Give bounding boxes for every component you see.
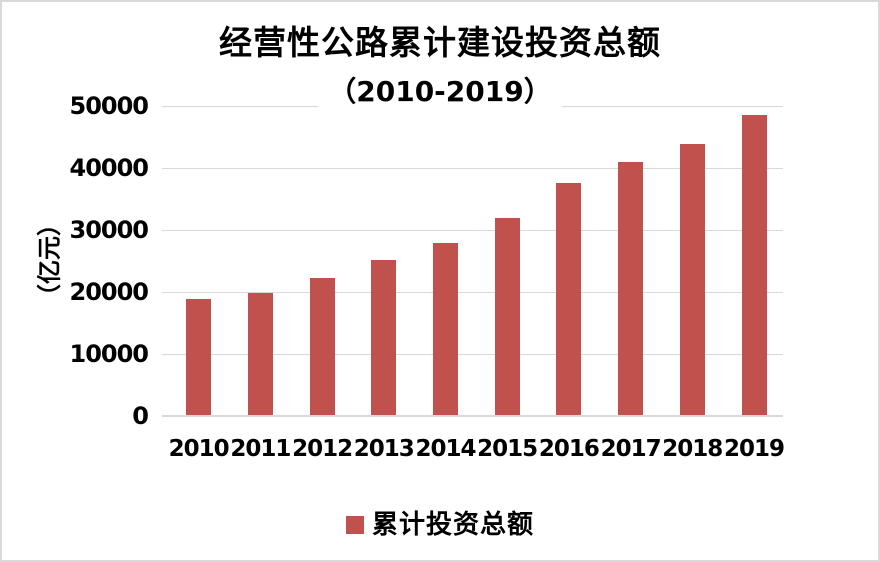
bar-2015 — [494, 217, 520, 416]
chart-title-line2: （2010-2019） — [318, 75, 562, 109]
bar-2012 — [309, 277, 335, 416]
gridline — [162, 230, 783, 231]
legend-label: 累计投资总额 — [371, 510, 534, 540]
y-axis-title: （亿元） — [35, 212, 64, 308]
x-tick-label-2016: 2016 — [538, 436, 600, 462]
gridline — [162, 292, 783, 293]
y-tick-label: 0 — [132, 402, 149, 430]
y-tick-label: 20000 — [69, 278, 150, 306]
legend-swatch — [345, 516, 364, 534]
legend: 累计投资总额 — [2, 509, 878, 541]
bar-2013 — [371, 260, 397, 416]
bar-2010 — [186, 298, 212, 416]
bar-2017 — [618, 162, 644, 416]
bar-2011 — [247, 292, 273, 416]
x-tick-label-2019: 2019 — [723, 436, 785, 462]
x-tick-label-2011: 2011 — [230, 436, 291, 462]
bar-2018 — [679, 143, 705, 416]
chart-title-line1: 经营性公路累计建设投资总额 — [219, 23, 661, 62]
x-axis-line — [162, 415, 783, 417]
y-tick-label: 10000 — [69, 340, 150, 368]
bar-2014 — [433, 243, 458, 416]
gridline — [162, 168, 783, 169]
x-tick-label-2018: 2018 — [662, 436, 723, 462]
x-tick-label-2012: 2012 — [292, 436, 353, 462]
y-tick-label: 30000 — [69, 216, 150, 244]
plot-area — [162, 106, 783, 417]
bar-2016 — [556, 182, 582, 416]
x-tick-label-2017: 2017 — [600, 436, 662, 462]
gridline — [162, 354, 783, 355]
y-tick-label: 40000 — [69, 154, 150, 182]
x-tick-label-2014: 2014 — [415, 436, 476, 462]
x-tick-label-2015: 2015 — [477, 436, 538, 462]
x-tick-label-2010: 2010 — [168, 436, 230, 462]
x-tick-label-2013: 2013 — [353, 436, 415, 462]
y-tick-label: 50000 — [69, 92, 150, 120]
bar-2019 — [741, 114, 767, 416]
chart-title: 经营性公路累计建设投资总额 （2010-2019） — [2, 20, 878, 109]
